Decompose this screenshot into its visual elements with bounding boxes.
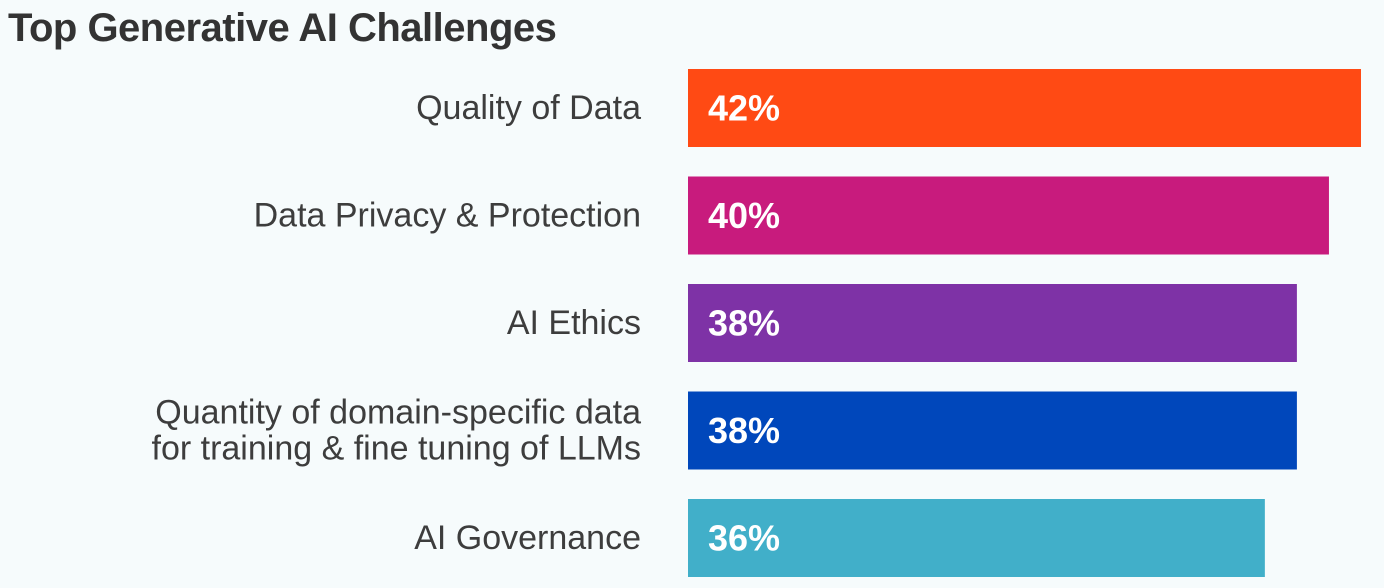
value-label-4: 38%	[708, 410, 780, 451]
bar-2	[688, 176, 1329, 255]
value-label-2: 40%	[708, 195, 780, 236]
category-label-2: Data Privacy & Protection	[254, 197, 641, 235]
value-label-5: 36%	[708, 518, 780, 559]
bar-4	[688, 391, 1297, 470]
category-labels-layer: Quality of Data Data Privacy & Protection…	[152, 89, 642, 557]
bar-5	[688, 499, 1265, 577]
bars-layer: 42% 40% 38% 38% 36%	[688, 69, 1361, 577]
category-label-5: AI Governance	[414, 519, 641, 557]
value-label-1: 42%	[708, 88, 780, 129]
category-label-1: Quality of Data	[416, 89, 641, 127]
value-label-3: 38%	[708, 303, 780, 344]
bar-3	[688, 284, 1297, 362]
bar-1	[688, 69, 1361, 147]
category-label-4-line-2: for training & fine tuning of LLMs	[152, 430, 642, 468]
category-label-4-line-1: Quantity of domain-specific data	[155, 394, 641, 432]
category-label-3: AI Ethics	[507, 304, 641, 342]
chart-title: Top Generative AI Challenges	[8, 6, 557, 50]
